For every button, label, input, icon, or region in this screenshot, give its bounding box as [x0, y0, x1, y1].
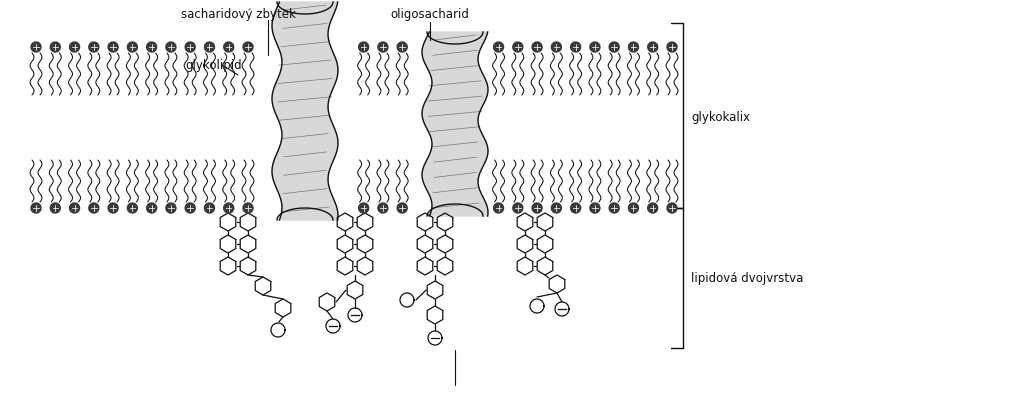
- Polygon shape: [89, 203, 99, 213]
- Text: oligosacharid: oligosacharid: [391, 8, 470, 21]
- Polygon shape: [348, 308, 362, 322]
- Polygon shape: [609, 203, 619, 213]
- Polygon shape: [571, 203, 581, 213]
- Text: glykolipid: glykolipid: [185, 60, 241, 72]
- Polygon shape: [628, 43, 638, 53]
- Polygon shape: [224, 43, 233, 53]
- Polygon shape: [108, 203, 118, 213]
- Polygon shape: [272, 3, 338, 220]
- Polygon shape: [70, 203, 80, 213]
- Polygon shape: [166, 43, 176, 53]
- Polygon shape: [50, 43, 60, 53]
- Polygon shape: [146, 43, 157, 53]
- Polygon shape: [243, 203, 253, 213]
- Polygon shape: [648, 43, 658, 53]
- Polygon shape: [50, 203, 60, 213]
- Polygon shape: [271, 323, 285, 337]
- Polygon shape: [108, 43, 118, 53]
- Polygon shape: [590, 43, 599, 53]
- Polygon shape: [146, 203, 157, 213]
- Polygon shape: [326, 319, 340, 333]
- Polygon shape: [530, 299, 544, 313]
- Polygon shape: [359, 43, 368, 53]
- Polygon shape: [609, 43, 619, 53]
- Polygon shape: [667, 203, 677, 213]
- Text: glykokalix: glykokalix: [691, 110, 750, 123]
- Polygon shape: [359, 203, 368, 213]
- Polygon shape: [89, 43, 99, 53]
- Polygon shape: [532, 203, 542, 213]
- Polygon shape: [551, 203, 562, 213]
- Polygon shape: [185, 203, 195, 213]
- Polygon shape: [513, 43, 523, 53]
- Polygon shape: [243, 43, 253, 53]
- Polygon shape: [128, 203, 137, 213]
- Polygon shape: [397, 43, 407, 53]
- Polygon shape: [628, 203, 638, 213]
- Text: sacharidový zbytek: sacharidový zbytek: [181, 8, 296, 21]
- Polygon shape: [397, 203, 407, 213]
- Polygon shape: [667, 43, 677, 53]
- Polygon shape: [377, 203, 388, 213]
- Polygon shape: [166, 203, 176, 213]
- Polygon shape: [513, 203, 523, 213]
- Polygon shape: [31, 203, 41, 213]
- Polygon shape: [532, 43, 542, 53]
- Polygon shape: [422, 33, 488, 216]
- Polygon shape: [493, 43, 503, 53]
- Polygon shape: [70, 43, 80, 53]
- Polygon shape: [128, 43, 137, 53]
- Text: lipidová dvojvrstva: lipidová dvojvrstva: [691, 272, 803, 285]
- Polygon shape: [205, 43, 215, 53]
- Polygon shape: [493, 203, 503, 213]
- Polygon shape: [590, 203, 599, 213]
- Polygon shape: [205, 203, 215, 213]
- Polygon shape: [185, 43, 195, 53]
- Polygon shape: [31, 43, 41, 53]
- Polygon shape: [555, 302, 569, 316]
- Polygon shape: [224, 203, 233, 213]
- Polygon shape: [400, 293, 414, 307]
- Polygon shape: [571, 43, 581, 53]
- Polygon shape: [377, 43, 388, 53]
- Polygon shape: [648, 203, 658, 213]
- Polygon shape: [551, 43, 562, 53]
- Polygon shape: [428, 331, 442, 345]
